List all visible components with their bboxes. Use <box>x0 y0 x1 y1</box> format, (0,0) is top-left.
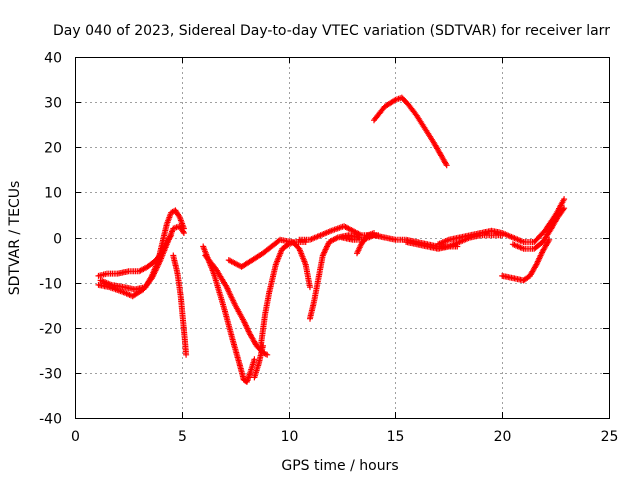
series-arc-3 <box>97 207 187 293</box>
x-axis-label: GPS time / hours <box>281 458 398 474</box>
data-point-markers <box>499 236 553 284</box>
series-arc-14 <box>371 94 450 169</box>
data-point-markers <box>225 236 313 291</box>
series-arc-13 <box>354 230 377 257</box>
y-axis-label: SDTVAR / TECUs <box>7 181 23 296</box>
y-tick-label: -10 <box>39 277 62 293</box>
y-tick-label: 0 <box>53 232 62 248</box>
series-arc-17 <box>499 236 553 284</box>
y-tick-label: 30 <box>44 96 62 112</box>
data-point-markers <box>371 94 450 169</box>
data-point-markers <box>435 196 568 248</box>
axis-ticks <box>75 57 610 419</box>
series-arc-8 <box>225 236 313 291</box>
data-point-markers <box>202 252 271 358</box>
y-tick-label: -30 <box>39 367 62 383</box>
tick-labels: 0 5 10 15 20 25 -40 -30 -20 -10 0 10 20 30 40 <box>39 51 618 446</box>
series-arc-16 <box>435 196 568 248</box>
data-point-markers <box>307 232 363 322</box>
x-tick-label: 0 <box>71 429 80 445</box>
data-point-markers <box>509 205 568 252</box>
y-tick-label: 10 <box>44 186 62 202</box>
x-tick-label: 10 <box>281 429 299 445</box>
chart-title: Day 040 of 2023, Sidereal Day-to-day VTE… <box>53 23 610 39</box>
x-tick-label: 20 <box>494 429 512 445</box>
data-point-markers <box>257 239 309 349</box>
series-arc-6 <box>202 252 271 358</box>
y-tick-label: -40 <box>39 412 62 428</box>
data-series <box>95 94 568 385</box>
series-arc-10 <box>307 232 363 322</box>
x-tick-label: 5 <box>178 429 187 445</box>
y-tick-label: 40 <box>44 51 62 67</box>
data-point-markers <box>97 207 187 293</box>
data-point-markers <box>170 252 190 358</box>
series-arc-4 <box>170 252 190 358</box>
series-arc-18 <box>509 205 568 252</box>
y-tick-label: 20 <box>44 141 62 157</box>
data-point-markers <box>354 230 377 257</box>
y-tick-label: -20 <box>39 322 62 338</box>
data-point-markers <box>251 342 266 381</box>
x-tick-label: 25 <box>601 429 619 445</box>
x-tick-label: 15 <box>387 429 405 445</box>
series-arc-7 <box>251 342 266 381</box>
series-arc-9 <box>257 239 309 349</box>
